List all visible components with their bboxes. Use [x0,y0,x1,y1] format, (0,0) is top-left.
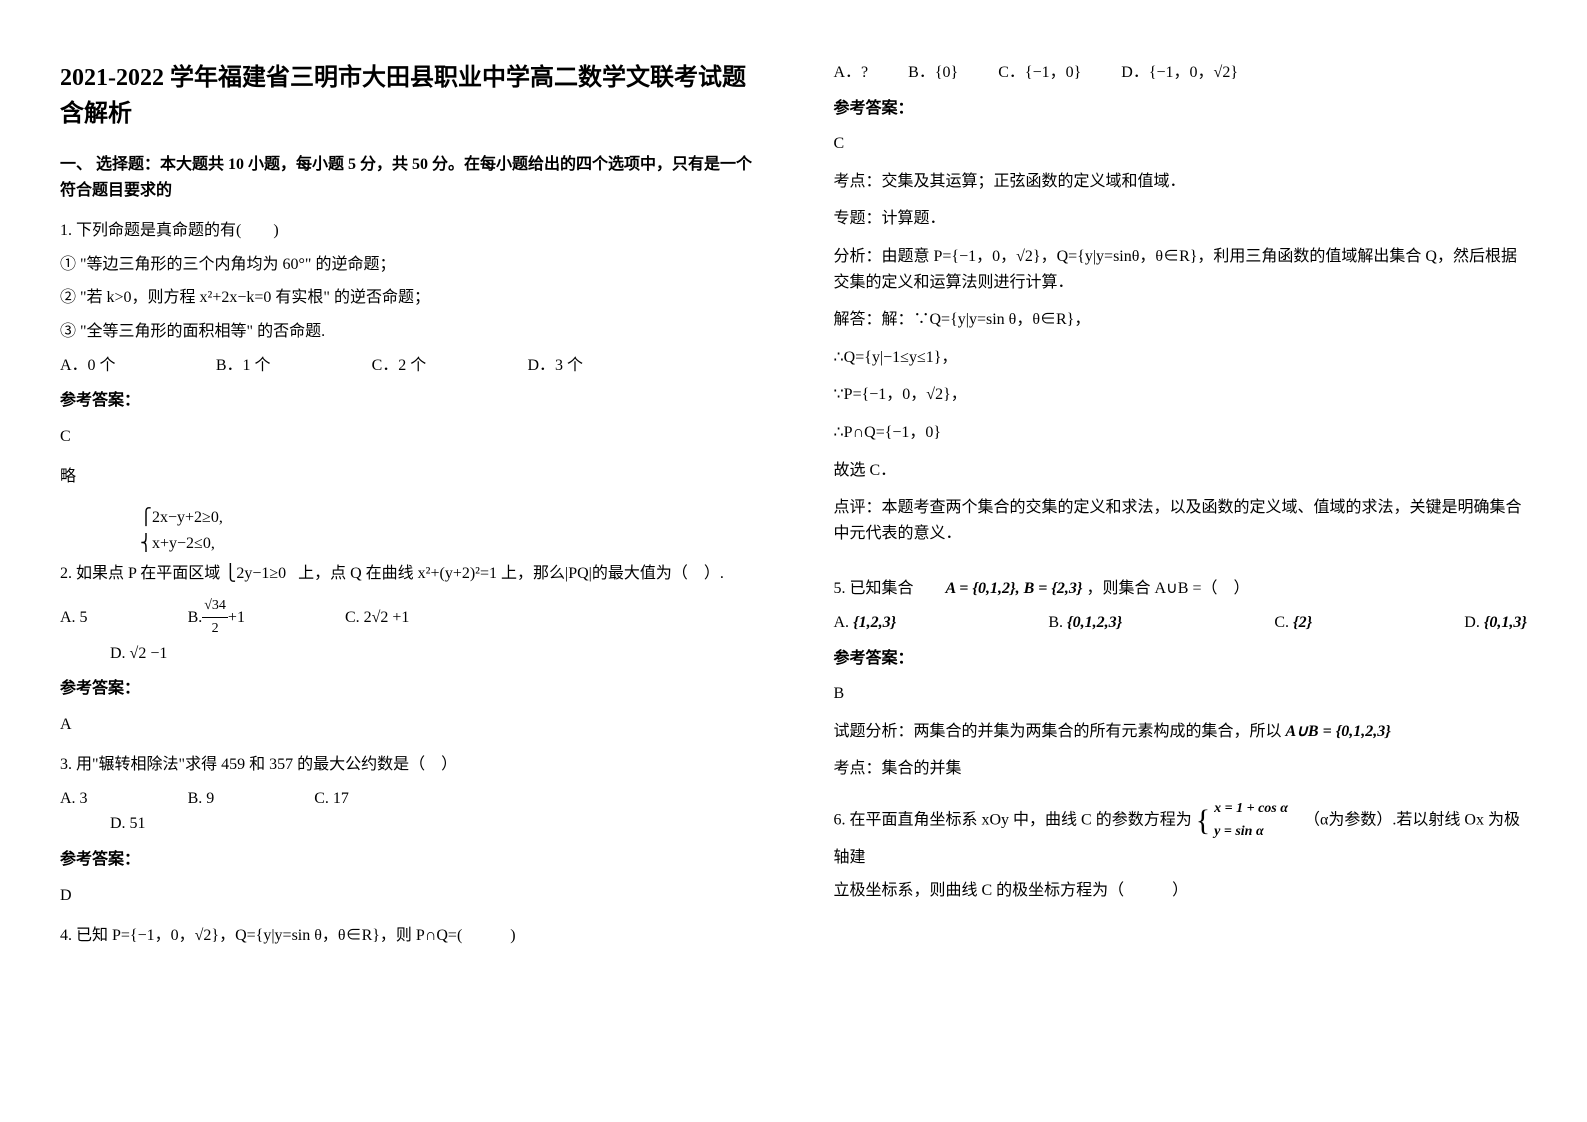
q6-stem-post: 立极坐标系，则曲线 C 的极坐标方程为（ ） [834,878,1528,904]
left-column: 2021-2022 学年福建省三明市大田县职业中学高二数学文联考试题含解析 一、… [20,40,794,1082]
q2-cond2: ⎨x+y−2≤0, [140,531,753,557]
q4-l6: ∵P={−1，0，√2}， [834,382,1528,408]
q5-stem: 5. 已知集合 A = {0,1,2}, B = {2,3} ，则集合 A∪B … [834,576,1528,602]
q5-answer: B [834,681,1528,707]
q4-optC: C．{−1，0} [998,60,1081,86]
right-column: A．? B．{0} C．{−1，0} D．{−1，0，√2} 参考答案： C 考… [794,40,1568,1082]
q3-stem: 3. 用"辗转相除法"求得 459 和 357 的最大公约数是（ ） [60,752,753,778]
q4-l1: 考点：交集及其运算；正弦函数的定义域和值域． [834,169,1528,195]
q3-optB: B. 9 [188,786,215,812]
q6-stem: 6. 在平面直角坐标系 xOy 中，曲线 C 的参数方程为 { x = 1 + … [834,797,1528,871]
q4-l2: 专题：计算题． [834,206,1528,232]
q2-optA: A. 5 [60,605,88,631]
q4-optB: B．{0} [908,60,958,86]
q2-stem: 2. 如果点 P 在平面区域 ⎩2y−1≥0 上，点 Q 在曲线 x²+(y+2… [60,561,753,587]
q1-optB: B．1 个 [216,353,372,379]
q3-options-row2: D. 51 [110,811,803,837]
question-2: ⎧2x−y+2≥0, ⎨x+y−2≤0, 2. 如果点 P 在平面区域 ⎩2y−… [60,505,753,737]
q1-line2: ② "若 k>0，则方程 x²+2x−k=0 有实根" 的逆否命题； [60,285,753,311]
q1-stem: 1. 下列命题是真命题的有( ) [60,218,753,244]
q3-optD: D. 51 [110,811,146,837]
q2-optC: C. 2√2 +1 [345,605,409,631]
q3-options-row1: A. 3 B. 9 C. 17 [60,786,753,812]
brace-icon: { [1196,797,1210,845]
q3-optC: C. 17 [314,786,349,812]
question-4-stem: 4. 已知 P={−1，0，√2}，Q={y|y=sin θ，θ∈R}，则 P∩… [60,923,753,949]
q2-answer-label: 参考答案： [60,676,753,702]
q6-params: x = 1 + cos α y = sin α [1214,798,1288,843]
q3-answer-label: 参考答案： [60,847,753,873]
q1-line3: ③ "全等三角形的面积相等" 的否命题. [60,319,753,345]
question-6: 6. 在平面直角坐标系 xOy 中，曲线 C 的参数方程为 { x = 1 + … [834,797,1528,904]
q5-optC: C. {2} [1274,610,1312,636]
q4-options: A．? B．{0} C．{−1，0} D．{−1，0，√2} [834,60,1528,86]
section-header: 一、 选择题：本大题共 10 小题，每小题 5 分，共 50 分。在每小题给出的… [60,152,753,203]
q5-optD: D. {0,1,3} [1464,610,1527,636]
q4-l9: 点评：本题考查两个集合的交集的定义和求法，以及函数的定义域、值域的求法，关键是明… [834,495,1528,546]
q2-options-row1: A. 5 B. √34 2 +1 C. 2√2 +1 [60,595,753,641]
question-4-continued: A．? B．{0} C．{−1，0} D．{−1，0，√2} 参考答案： C 考… [834,60,1528,546]
q5-l1: 试题分析：两集合的并集为两集合的所有元素构成的集合，所以 A∪B = {0,1,… [834,719,1528,745]
q4-l4: 解答：解：∵Q={y|y=sin θ，θ∈R}， [834,307,1528,333]
q5-optA: A. {1,2,3} [834,610,897,636]
q2-cond-block: ⎧2x−y+2≥0, ⎨x+y−2≤0, [140,505,753,556]
q4-answer-label: 参考答案： [834,96,1528,122]
q1-optA: A．0 个 [60,353,216,379]
q5-optB: B. {0,1,2,3} [1048,610,1122,636]
question-1: 1. 下列命题是真命题的有( ) ① "等边三角形的三个内角均为 60°" 的逆… [60,218,753,490]
question-5: 5. 已知集合 A = {0,1,2}, B = {2,3} ，则集合 A∪B … [834,576,1528,782]
q1-answer-label: 参考答案： [60,388,753,414]
q4-l3: 分析：由题意 P={−1，0，√2}，Q={y|y=sinθ，θ∈R}，利用三角… [834,244,1528,295]
q1-optD: D．3 个 [527,353,683,379]
q4-answer: C [834,131,1528,157]
q2-answer: A [60,712,753,738]
q1-options: A．0 个 B．1 个 C．2 个 D．3 个 [60,353,683,379]
q3-answer: D [60,883,753,909]
q4-stem: 4. 已知 P={−1，0，√2}，Q={y|y=sin θ，θ∈R}，则 P∩… [60,923,753,949]
q1-line1: ① "等边三角形的三个内角均为 60°" 的逆命题； [60,252,753,278]
q3-optA: A. 3 [60,786,88,812]
q1-answer-detail: 略 [60,464,753,490]
q1-optC: C．2 个 [372,353,528,379]
q4-l5: ∴Q={y|−1≤y≤1}， [834,345,1528,371]
q4-optA: A．? [834,60,869,86]
q2-optB: B. √34 2 +1 [188,595,245,641]
q4-optD: D．{−1，0，√2} [1121,60,1238,86]
q5-l2: 考点：集合的并集 [834,756,1528,782]
page-title: 2021-2022 学年福建省三明市大田县职业中学高二数学文联考试题含解析 [60,60,753,132]
q4-l7: ∴P∩Q={−1，0} [834,420,1528,446]
page-container: 2021-2022 学年福建省三明市大田县职业中学高二数学文联考试题含解析 一、… [0,0,1587,1122]
q2-optD: D. √2 −1 [110,641,167,667]
q4-l8: 故选 C． [834,458,1528,484]
question-3: 3. 用"辗转相除法"求得 459 和 357 的最大公约数是（ ） A. 3 … [60,752,753,908]
q1-answer: C [60,424,753,450]
q2-cond1: ⎧2x−y+2≥0, [140,505,753,531]
q2-optB-fraction: √34 2 [202,595,228,641]
q5-options: A. {1,2,3} B. {0,1,2,3} C. {2} D. {0,1,3… [834,610,1528,636]
q2-options-row2: D. √2 −1 [110,641,803,667]
q5-answer-label: 参考答案： [834,646,1528,672]
